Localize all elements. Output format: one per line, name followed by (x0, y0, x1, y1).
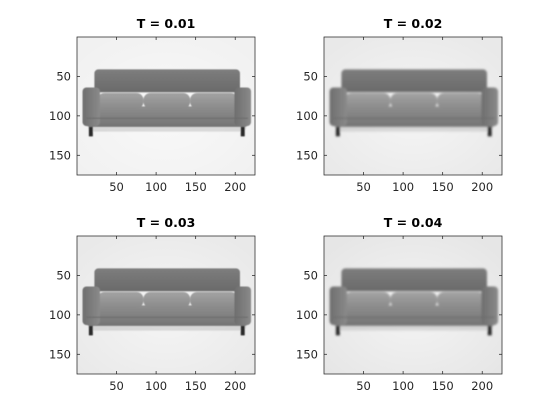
sofa-arm-right (481, 87, 499, 127)
x-tick-label: 200 (224, 180, 246, 194)
sofa-image (329, 69, 499, 137)
x-tick-label: 150 (432, 379, 454, 393)
sofa-back (341, 69, 487, 93)
y-tick-label: 100 (49, 109, 71, 123)
sofa-arm-left (82, 87, 100, 127)
x-tick-label: 100 (392, 180, 414, 194)
x-tick-label: 100 (145, 379, 167, 393)
y-tick-label: 50 (303, 268, 318, 282)
sofa-base (86, 106, 248, 127)
y-tick-label: 100 (296, 308, 318, 322)
sofa-cushion-right (437, 291, 485, 308)
panel-title: T = 0.04 (384, 215, 443, 230)
sofa-arm-right (234, 87, 252, 127)
sofa-leg-right (240, 325, 245, 336)
sofa-cushion-middle (143, 291, 191, 308)
sofa-cushion-left (344, 92, 391, 109)
sofa-leg-left (88, 325, 93, 336)
sofa-cushion-right (190, 291, 238, 308)
x-tick-label: 200 (471, 379, 493, 393)
y-tick-label: 150 (49, 148, 71, 162)
sofa-leg-right (487, 126, 492, 137)
sofa-image (82, 268, 252, 336)
sofa-cushion-left (97, 92, 144, 109)
sofa-leg-right (240, 126, 245, 137)
sofa-image (82, 69, 252, 137)
y-tick-label: 150 (296, 148, 318, 162)
sofa-base (333, 305, 495, 326)
y-tick-label: 150 (49, 347, 71, 361)
axes-frame (323, 235, 503, 375)
axes-frame (76, 36, 256, 176)
sofa-leg-left (335, 126, 340, 137)
x-tick-label: 200 (224, 379, 246, 393)
sofa-cushion-right (437, 92, 485, 109)
x-tick-label: 50 (109, 180, 124, 194)
y-tick-label: 100 (296, 109, 318, 123)
sofa-base (333, 106, 495, 127)
sofa-back (341, 268, 487, 292)
sofa-arm-right (481, 286, 499, 326)
sofa-arm-left (82, 286, 100, 326)
x-tick-label: 150 (185, 379, 207, 393)
sofa-image (329, 268, 499, 336)
sofa-arm-right (234, 286, 252, 326)
image-panel-2: 50 100 150 200 50 100 150 T = 0.02 (296, 16, 503, 194)
x-tick-label: 200 (471, 180, 493, 194)
y-tick-label: 50 (56, 69, 71, 83)
x-tick-label: 50 (356, 180, 371, 194)
x-tick-label: 150 (185, 180, 207, 194)
image-panel-3: 50 100 150 200 50 100 150 T = 0.03 (49, 215, 256, 393)
x-tick-label: 50 (356, 379, 371, 393)
y-tick-label: 50 (303, 69, 318, 83)
y-tick-label: 100 (49, 308, 71, 322)
x-tick-label: 100 (392, 379, 414, 393)
sofa-cushion-middle (390, 92, 438, 109)
sofa-cushion-middle (390, 291, 438, 308)
image-panel-1: 50 100 150 200 50 100 150 T = 0.01 (49, 16, 256, 194)
image-panel-4: 50 100 150 200 50 100 150 T = 0.04 (296, 215, 503, 393)
axes-frame (323, 36, 503, 176)
x-tick-label: 150 (432, 180, 454, 194)
sofa-cushion-left (97, 291, 144, 308)
sofa-leg-left (335, 325, 340, 336)
y-tick-label: 50 (56, 268, 71, 282)
sofa-back (94, 69, 240, 93)
sofa-back (94, 268, 240, 292)
sofa-leg-right (487, 325, 492, 336)
sofa-cushion-right (190, 92, 238, 109)
panel-title: T = 0.01 (137, 16, 196, 31)
x-tick-label: 100 (145, 180, 167, 194)
sofa-cushion-middle (143, 92, 191, 109)
sofa-arm-left (329, 286, 347, 326)
panel-title: T = 0.02 (384, 16, 443, 31)
sofa-cushion-left (344, 291, 391, 308)
y-tick-label: 150 (296, 347, 318, 361)
sofa-arm-left (329, 87, 347, 127)
x-tick-label: 50 (109, 379, 124, 393)
sofa-base (86, 305, 248, 326)
sofa-leg-left (88, 126, 93, 137)
panel-title: T = 0.03 (137, 215, 196, 230)
axes-frame (76, 235, 256, 375)
